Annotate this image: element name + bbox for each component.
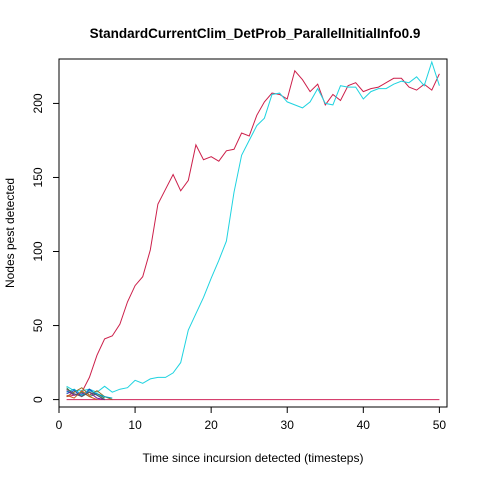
y-tick-label: 0 [31, 396, 45, 403]
x-tick-label: 40 [357, 418, 371, 432]
y-tick-label: 200 [31, 93, 45, 113]
y-tick-label: 150 [31, 167, 45, 187]
x-axis-label: Time since incursion detected (timesteps… [143, 451, 364, 465]
y-axis-label: Nodes pest detected [3, 178, 17, 288]
y-tick-label: 100 [31, 241, 45, 261]
series-line-9 [66, 390, 98, 401]
chart-title: StandardCurrentClim_DetProb_ParallelInit… [90, 26, 421, 41]
series-line-1 [66, 69, 440, 398]
x-tick-label: 0 [56, 418, 63, 432]
y-tick-label: 50 [31, 319, 45, 333]
series-line-10 [66, 388, 105, 401]
series-line-2 [66, 60, 440, 393]
y-axis: 0 50 100 150 200 [31, 93, 60, 403]
x-tick-label: 50 [433, 418, 447, 432]
x-axis: 0 10 20 30 40 50 [56, 406, 447, 432]
x-tick-label: 10 [128, 418, 142, 432]
series-layer [66, 60, 440, 401]
series-line-8 [66, 388, 113, 399]
x-tick-label: 20 [204, 418, 218, 432]
x-tick-label: 30 [281, 418, 295, 432]
